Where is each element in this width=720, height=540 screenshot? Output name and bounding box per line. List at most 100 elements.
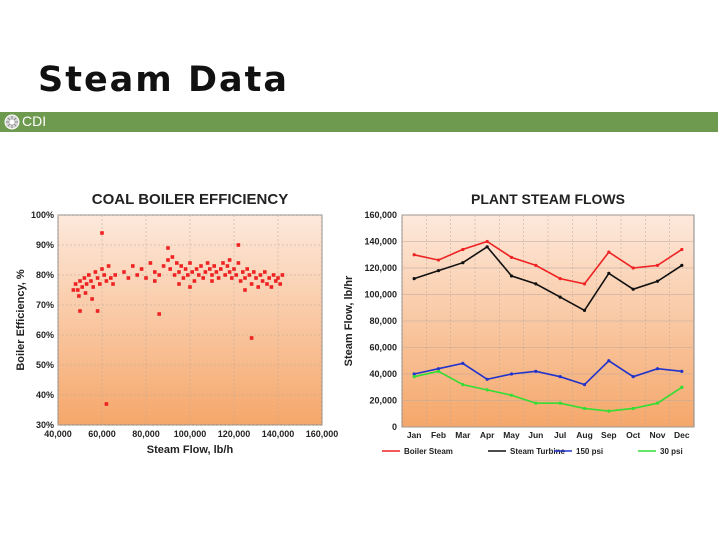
- data-point: [247, 273, 252, 277]
- series-point: [558, 375, 562, 379]
- series-point: [461, 383, 465, 387]
- series-point: [485, 239, 489, 244]
- data-point: [80, 285, 84, 289]
- data-point: [168, 267, 172, 271]
- data-point: [90, 297, 94, 301]
- data-point: [263, 270, 267, 274]
- y-tick-label: 100,000: [364, 290, 397, 300]
- cdi-logo-icon: [4, 114, 20, 130]
- data-point: [245, 267, 249, 271]
- data-point: [175, 261, 179, 265]
- data-point: [78, 309, 82, 313]
- y-tick-label: 60%: [36, 330, 54, 340]
- data-point: [183, 267, 188, 271]
- x-tick-label: 60,000: [88, 429, 116, 439]
- data-point: [236, 243, 241, 247]
- data-point: [188, 285, 192, 289]
- data-point: [221, 261, 225, 265]
- data-point: [188, 261, 192, 265]
- x-tick-label: Nov: [649, 430, 665, 440]
- data-point: [252, 270, 256, 274]
- series-line: [413, 245, 683, 312]
- series-point: [412, 277, 416, 281]
- data-point: [278, 282, 282, 286]
- x-tick-label: 40,000: [44, 429, 72, 439]
- series-point: [558, 401, 562, 405]
- slide-title: Steam Data: [38, 60, 289, 100]
- series-point: [509, 274, 514, 278]
- data-point: [249, 282, 254, 286]
- data-point: [100, 267, 104, 271]
- series-point: [534, 282, 538, 286]
- data-point: [225, 264, 230, 268]
- series-point: [436, 367, 441, 371]
- series-point: [582, 406, 587, 411]
- series-point: [582, 308, 587, 312]
- data-point: [139, 267, 144, 271]
- data-point: [210, 279, 214, 283]
- series-point: [655, 367, 660, 371]
- chart-title: COAL BOILER EFFICIENCY: [92, 191, 288, 208]
- data-point: [177, 282, 181, 286]
- x-tick-label: 160,000: [306, 429, 339, 439]
- data-point: [77, 294, 81, 298]
- data-point: [249, 336, 254, 340]
- data-point: [172, 273, 177, 277]
- data-point: [214, 270, 219, 274]
- y-tick-label: 160,000: [364, 210, 397, 220]
- legend-label: 150 psi: [576, 447, 603, 456]
- data-point: [82, 276, 87, 280]
- data-point: [267, 276, 271, 280]
- series-point: [412, 253, 416, 257]
- series-point: [534, 263, 538, 267]
- x-tick-label: 120,000: [218, 429, 251, 439]
- data-point: [238, 279, 243, 283]
- x-tick-label: Mar: [455, 430, 471, 440]
- y-tick-label: 50%: [36, 360, 54, 370]
- series-point: [509, 372, 514, 376]
- x-tick-label: 80,000: [132, 429, 160, 439]
- data-point: [153, 270, 157, 274]
- y-tick-label: 70%: [36, 300, 54, 310]
- series-point: [655, 263, 660, 267]
- series-point: [436, 258, 441, 262]
- data-point: [260, 279, 265, 283]
- series-point: [631, 406, 635, 411]
- series-point: [680, 385, 684, 389]
- series-point: [680, 263, 684, 267]
- legend-label: 30 psi: [660, 447, 683, 456]
- y-tick-label: 20,000: [369, 396, 397, 406]
- data-point: [166, 246, 170, 250]
- series-point: [558, 277, 562, 281]
- data-point: [199, 264, 203, 268]
- series-point: [680, 369, 684, 373]
- y-tick-label: 80%: [36, 270, 54, 280]
- title-bar: CDI: [0, 112, 718, 132]
- data-point: [203, 270, 208, 274]
- data-point: [177, 270, 181, 274]
- y-tick-label: 120,000: [364, 263, 397, 273]
- series-point: [534, 369, 538, 373]
- series-point: [461, 247, 465, 252]
- x-tick-label: Jul: [554, 430, 566, 440]
- data-point: [256, 285, 260, 289]
- y-axis-label: Boiler Efficiency, %: [15, 269, 27, 370]
- data-point: [258, 273, 263, 277]
- series-point: [412, 372, 416, 376]
- data-point: [102, 273, 106, 277]
- x-tick-label: Aug: [576, 430, 593, 440]
- data-point: [208, 267, 212, 271]
- data-point: [83, 291, 88, 295]
- data-point: [144, 276, 148, 280]
- series-point: [509, 393, 514, 397]
- data-point: [232, 267, 236, 271]
- series-point: [631, 266, 635, 270]
- data-point: [254, 276, 258, 280]
- series-point: [607, 250, 611, 254]
- logo-text: CDI: [22, 113, 47, 129]
- data-point: [230, 276, 234, 280]
- series-point: [485, 245, 489, 249]
- y-tick-label: 40,000: [369, 369, 397, 379]
- data-point: [190, 270, 194, 274]
- data-point: [104, 402, 109, 406]
